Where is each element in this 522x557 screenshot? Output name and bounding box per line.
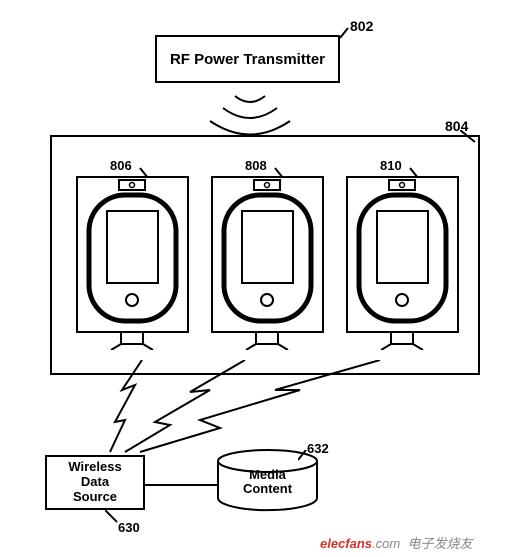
rf-leader-line [340,20,370,40]
wireless-source-box: Wireless Data Source [45,455,145,510]
device-a-num: 806 [110,158,132,173]
shelf-leader-line [460,130,490,150]
device-b-icon [210,175,325,350]
wireless-source-label: Wireless Data Source [68,460,121,505]
device-a-icon [75,175,190,350]
media-label-wrap: Media Content [215,462,320,502]
wireless-bolts-icon [60,360,420,460]
rf-transmitter-label: RF Power Transmitter [170,51,325,68]
diagram-canvas: RF Power Transmitter 802 804 806 808 [0,0,522,557]
media-leader-line [298,450,318,465]
media-label: Media Content [243,468,292,497]
wireless-leader-line [105,510,125,525]
rf-transmitter-box: RF Power Transmitter [155,35,340,83]
connector-line [145,480,217,490]
watermark: elecfans.com 电子发烧友 [320,533,472,552]
device-b-num: 808 [245,158,267,173]
device-c-icon [345,175,460,350]
device-c-num: 810 [380,158,402,173]
